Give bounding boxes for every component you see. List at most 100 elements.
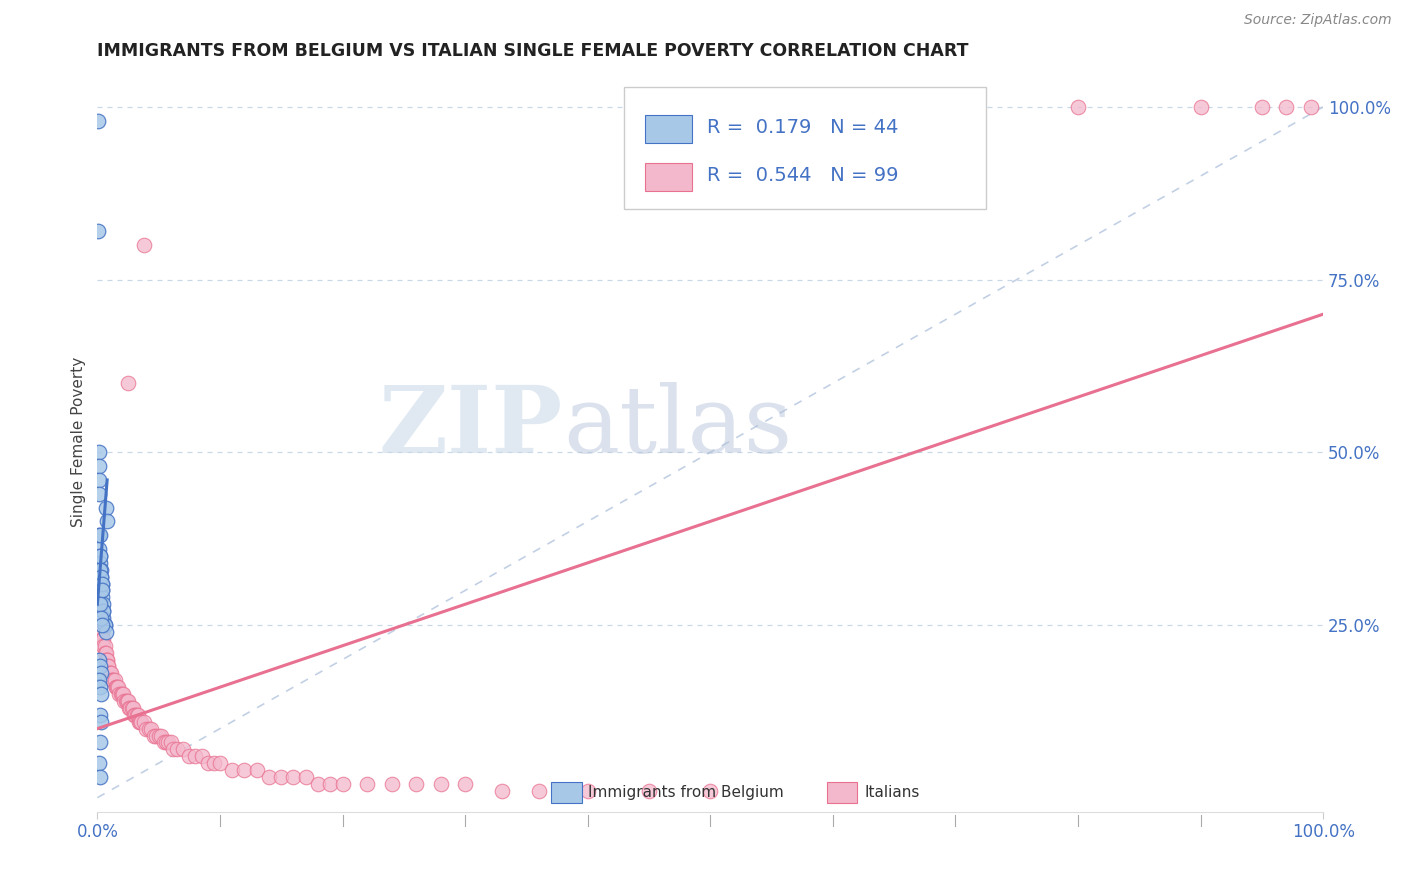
Point xyxy=(91,591,114,605)
Point xyxy=(120,701,142,715)
Point xyxy=(90,563,112,577)
Point xyxy=(283,770,305,784)
Text: Immigrants from Belgium: Immigrants from Belgium xyxy=(588,785,783,800)
Point xyxy=(527,784,550,798)
Point xyxy=(98,666,121,681)
Point xyxy=(93,639,115,653)
Point xyxy=(160,735,183,749)
Point xyxy=(117,694,139,708)
Point xyxy=(89,549,111,563)
Point xyxy=(246,763,269,777)
Point xyxy=(90,576,112,591)
Point xyxy=(94,652,117,666)
Point xyxy=(138,722,160,736)
Point xyxy=(97,659,120,673)
Point xyxy=(1067,100,1090,114)
Text: Italians: Italians xyxy=(865,785,920,800)
Point xyxy=(93,646,115,660)
Point xyxy=(90,618,112,632)
Point xyxy=(90,618,112,632)
Point xyxy=(945,100,967,114)
Point xyxy=(90,611,112,625)
Point xyxy=(270,770,292,784)
Point xyxy=(1299,100,1322,114)
Point xyxy=(454,777,477,791)
Point xyxy=(91,624,114,639)
Point xyxy=(108,687,131,701)
Point xyxy=(89,680,111,694)
Point xyxy=(172,742,194,756)
Point xyxy=(132,238,155,252)
Point xyxy=(98,666,121,681)
Point xyxy=(131,714,153,729)
Point xyxy=(1250,100,1272,114)
Point xyxy=(699,784,721,798)
Point xyxy=(93,618,115,632)
Point xyxy=(89,735,111,749)
Point xyxy=(87,113,110,128)
Point xyxy=(121,701,143,715)
Point xyxy=(89,597,111,611)
Point xyxy=(91,618,114,632)
Point xyxy=(90,569,112,583)
Point xyxy=(179,749,201,764)
Point xyxy=(122,701,145,715)
Point xyxy=(129,714,152,729)
Point xyxy=(307,777,329,791)
Point xyxy=(94,500,117,515)
Point xyxy=(162,742,184,756)
Point xyxy=(821,100,844,114)
Bar xyxy=(551,782,582,803)
Point xyxy=(89,528,111,542)
Point xyxy=(90,576,112,591)
Point xyxy=(93,611,115,625)
Point xyxy=(93,639,115,653)
Point xyxy=(87,459,110,474)
Point xyxy=(93,604,115,618)
Point xyxy=(89,487,111,501)
Point xyxy=(155,735,177,749)
Point xyxy=(104,680,127,694)
Point xyxy=(184,749,207,764)
Text: ZIP: ZIP xyxy=(378,382,564,472)
Text: R =  0.179   N = 44: R = 0.179 N = 44 xyxy=(707,119,898,137)
Point xyxy=(89,770,111,784)
Point xyxy=(90,687,112,701)
Point xyxy=(1275,100,1298,114)
Point xyxy=(638,784,661,798)
Point xyxy=(221,763,243,777)
Point xyxy=(87,652,110,666)
Point xyxy=(150,729,173,743)
Point xyxy=(132,714,155,729)
Point xyxy=(96,515,118,529)
Point xyxy=(96,652,118,666)
Point xyxy=(89,604,111,618)
Point xyxy=(96,652,118,666)
Point xyxy=(90,666,112,681)
Point xyxy=(87,528,110,542)
Point xyxy=(127,707,149,722)
Text: Source: ZipAtlas.com: Source: ZipAtlas.com xyxy=(1244,13,1392,28)
Point xyxy=(124,707,146,722)
Point xyxy=(87,445,110,459)
Point xyxy=(145,729,167,743)
Point xyxy=(491,784,513,798)
Bar xyxy=(645,162,692,191)
Point xyxy=(135,722,157,736)
Point xyxy=(93,604,115,618)
Point xyxy=(103,673,125,688)
Point xyxy=(87,224,110,238)
Point xyxy=(128,714,150,729)
Point xyxy=(101,673,124,688)
Point xyxy=(89,549,111,563)
Point xyxy=(117,376,139,391)
Point xyxy=(576,784,599,798)
Point xyxy=(166,742,188,756)
Point xyxy=(94,624,117,639)
Text: IMMIGRANTS FROM BELGIUM VS ITALIAN SINGLE FEMALE POVERTY CORRELATION CHART: IMMIGRANTS FROM BELGIUM VS ITALIAN SINGL… xyxy=(97,42,969,60)
Point xyxy=(94,646,117,660)
Point xyxy=(112,687,135,701)
Point xyxy=(89,542,111,557)
Point xyxy=(89,707,111,722)
Point xyxy=(91,583,114,598)
